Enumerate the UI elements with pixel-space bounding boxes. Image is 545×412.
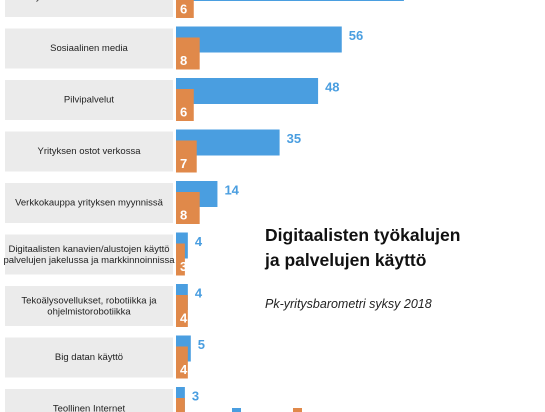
value-label: 4 (180, 362, 188, 377)
category-box (5, 183, 173, 223)
category-box (5, 80, 173, 120)
bar (176, 26, 342, 53)
category-label: Big datan käyttö (55, 352, 123, 363)
chart-subtitle: Pk-yritysbarometri syksy 2018 (265, 297, 432, 311)
bar (176, 0, 194, 18)
category-box (5, 131, 173, 172)
category-box (5, 337, 173, 378)
legend-swatch (293, 408, 302, 412)
value-label: 6 (180, 1, 187, 16)
value-label: 7 (180, 156, 187, 171)
bar (176, 37, 200, 70)
value-label: 6 (180, 104, 187, 119)
category-box (5, 28, 173, 69)
category-label: Sosiaalinen media (50, 43, 128, 54)
bar (176, 192, 200, 224)
category-label: Verkkokauppa yrityksen myynnissä (15, 198, 164, 209)
value-label: 14 (224, 182, 239, 197)
category-box (5, 286, 173, 326)
value-label: 5 (198, 337, 205, 352)
category-label: Yrityksen ostot verkossa (38, 146, 142, 157)
bar (176, 140, 197, 173)
chart-title-line: Digitaalisten työkalujen (265, 225, 460, 245)
value-label: 48 (325, 79, 339, 94)
value-label: 56 (349, 28, 363, 43)
legend-swatch (232, 408, 241, 412)
category-label: Digitaalisten kanavien/alustojen käyttö p… (3, 244, 175, 266)
category-label: Pilvipalvelut (64, 95, 115, 106)
bar (176, 243, 185, 276)
bar (176, 0, 404, 1)
value-label: 4 (180, 310, 188, 325)
category-box (5, 0, 173, 17)
value-label: 4 (195, 234, 203, 249)
value-label: 3 (180, 259, 187, 274)
bar (176, 295, 188, 327)
chart-title-line: ja palvelujen käyttö (264, 250, 426, 270)
value-label: 8 (180, 207, 187, 222)
bar (176, 78, 319, 104)
value-label: 3 (192, 388, 199, 403)
category-label: Teollinen Internet (53, 404, 126, 412)
value-label: 4 (195, 285, 203, 300)
bar (176, 398, 185, 412)
value-label: 8 (180, 53, 187, 68)
category-box (5, 389, 173, 412)
category-box (5, 234, 173, 275)
bar (176, 89, 194, 121)
value-label: 35 (287, 131, 301, 146)
category-label: Yrityksen omat internet-kotisivut (22, 0, 157, 3)
category-label: Tekoälysovellukset, robotiikka ja ohjelmi… (21, 295, 157, 317)
bar (176, 346, 188, 379)
